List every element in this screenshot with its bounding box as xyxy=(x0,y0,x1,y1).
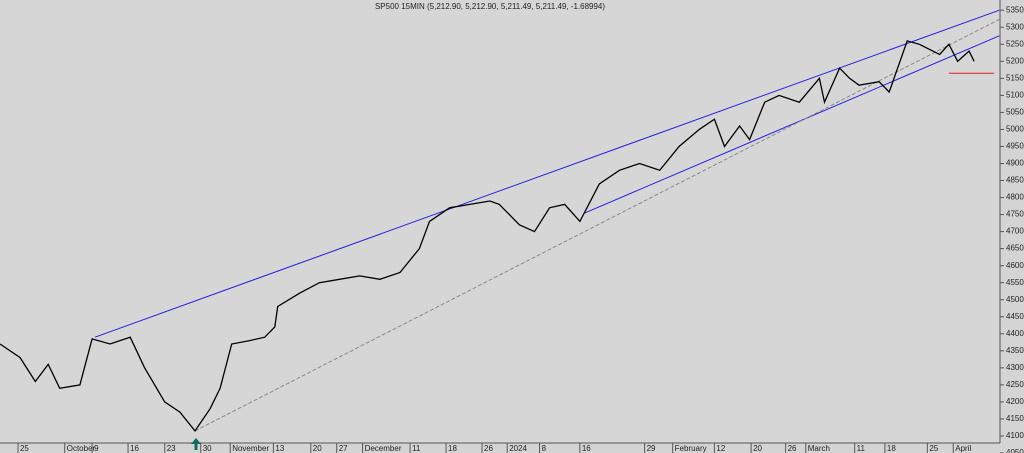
x-tick-label: 11 xyxy=(857,444,866,453)
y-tick-label: 4800 xyxy=(1006,193,1024,202)
y-tick-label: 5200 xyxy=(1006,56,1024,65)
y-tick-label: 4550 xyxy=(1006,278,1024,287)
x-tick-label: 29 xyxy=(647,444,656,453)
plot-area xyxy=(0,0,1000,443)
x-tick-label: 30 xyxy=(203,444,212,453)
x-tick-label: 27 xyxy=(339,444,348,453)
y-tick-label: 4750 xyxy=(1006,210,1024,219)
x-tick-label: 8 xyxy=(542,444,547,453)
y-tick-label: 5250 xyxy=(1006,39,1024,48)
y-tick-label: 4850 xyxy=(1006,176,1024,185)
y-tick-label: 5300 xyxy=(1006,22,1024,31)
y-tick-label: 4650 xyxy=(1006,244,1024,253)
y-tick-label: 5100 xyxy=(1006,90,1024,99)
x-tick-label: April xyxy=(955,444,971,453)
y-tick-label: 4050 xyxy=(1006,448,1024,453)
x-tick-label: 26 xyxy=(788,444,797,453)
x-tick-label: December xyxy=(365,444,402,453)
low-arrow xyxy=(191,438,201,450)
chart-title: SP500 15MIN (5,212.90, 5,212.90, 5,211.4… xyxy=(375,2,605,11)
y-tick-label: 4500 xyxy=(1006,295,1024,304)
y-tick-label: 4900 xyxy=(1006,159,1024,168)
y-tick-label: 4600 xyxy=(1006,261,1024,270)
trend-line xyxy=(94,9,1000,338)
x-tick-label: 12 xyxy=(716,444,725,453)
x-tick-label: 23 xyxy=(167,444,176,453)
y-tick-label: 5150 xyxy=(1006,73,1024,82)
x-tick-label: 9 xyxy=(94,444,99,453)
y-tick-label: 4400 xyxy=(1006,329,1024,338)
y-tick-label: 4100 xyxy=(1006,431,1024,440)
x-tick-label: 16 xyxy=(130,444,139,453)
y-tick-label: 4200 xyxy=(1006,397,1024,406)
y-tick-label: 5350 xyxy=(1006,5,1024,14)
x-tick-label: 13 xyxy=(275,444,284,453)
y-tick-label: 4300 xyxy=(1006,363,1024,372)
x-tick-label: March xyxy=(808,444,830,453)
x-tick-label: 20 xyxy=(753,444,762,453)
y-tick-label: 4450 xyxy=(1006,312,1024,321)
x-tick-label: 2024 xyxy=(509,444,527,453)
y-tick-label: 4150 xyxy=(1006,414,1024,423)
y-tick-label: 4950 xyxy=(1006,142,1024,151)
y-tick-label: 4700 xyxy=(1006,227,1024,236)
y-tick-label: 4250 xyxy=(1006,380,1024,389)
y-tick-label: 5000 xyxy=(1006,125,1024,134)
y-tick-label: 4350 xyxy=(1006,346,1024,355)
x-tick-label: 25 xyxy=(20,444,29,453)
x-tick-label: 25 xyxy=(929,444,938,453)
y-tick-label: 5050 xyxy=(1006,108,1024,117)
x-tick-label: 18 xyxy=(887,444,896,453)
price-line xyxy=(0,40,975,432)
trend-line xyxy=(194,18,1000,432)
x-tick-label: November xyxy=(232,444,269,453)
x-tick-label: 16 xyxy=(582,444,591,453)
x-tick-label: October xyxy=(67,444,96,453)
x-tick-label: 26 xyxy=(484,444,493,453)
x-tick-label: 11 xyxy=(412,444,421,453)
trend-line xyxy=(584,35,1000,214)
x-tick-label: 18 xyxy=(448,444,457,453)
x-tick-label: February xyxy=(675,444,707,453)
x-tick-label: 20 xyxy=(313,444,322,453)
